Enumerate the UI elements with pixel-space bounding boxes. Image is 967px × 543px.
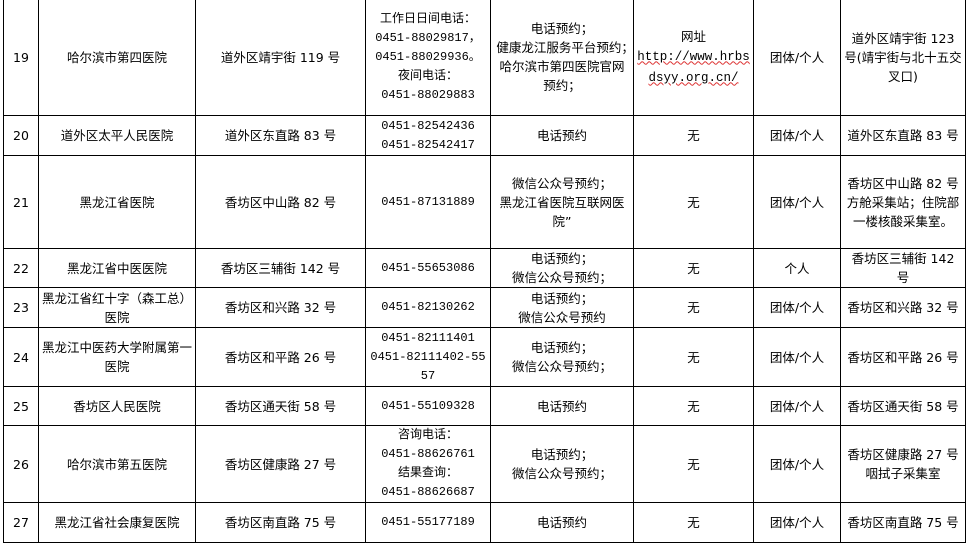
website: 无 <box>633 248 754 288</box>
website: 无 <box>633 386 754 426</box>
phone: 0451-55653086 <box>365 248 491 288</box>
row-number: 25 <box>3 386 39 426</box>
row-number: 26 <box>3 425 39 503</box>
phone: 0451-87131889 <box>365 155 491 249</box>
phone: 咨询电话： 0451-88626761 结果查询： 0451-88626687 <box>365 425 491 503</box>
hospital-table: 19 哈尔滨市第四医院 道外区靖宇街 119 号 工作日日间电话： 0451-8… <box>3 0 966 543</box>
table-row: 20 道外区太平人民医院 道外区东直路 83 号 0451-82542436 0… <box>3 115 966 156</box>
website: 无 <box>633 502 754 543</box>
hospital-name: 黑龙江省红十字（森工总）医院 <box>38 287 196 328</box>
sampling-site: 香坊区南直路 75 号 <box>840 502 966 543</box>
website: 无 <box>633 155 754 249</box>
service-type: 团体/个人 <box>753 425 841 503</box>
hospital-address: 香坊区南直路 75 号 <box>195 502 366 543</box>
sampling-site: 香坊区通天街 58 号 <box>840 386 966 426</box>
website: 无 <box>633 287 754 328</box>
hospital-address: 道外区东直路 83 号 <box>195 115 366 156</box>
service-type: 团体/个人 <box>753 155 841 249</box>
hospital-address: 香坊区三辅街 142 号 <box>195 248 366 288</box>
hospital-address: 香坊区健康路 27 号 <box>195 425 366 503</box>
booking-method: 电话预约 <box>490 386 634 426</box>
hospital-address: 道外区靖宇街 119 号 <box>195 0 366 116</box>
hospital-name: 哈尔滨市第四医院 <box>38 0 196 116</box>
hospital-name: 黑龙江省医院 <box>38 155 196 249</box>
hospital-address: 香坊区通天街 58 号 <box>195 386 366 426</box>
phone: 0451-55109328 <box>365 386 491 426</box>
phone: 0451-55177189 <box>365 502 491 543</box>
table-row: 19 哈尔滨市第四医院 道外区靖宇街 119 号 工作日日间电话： 0451-8… <box>3 0 966 116</box>
table-row: 23 黑龙江省红十字（森工总）医院 香坊区和兴路 32 号 0451-82130… <box>3 287 966 328</box>
sampling-site: 香坊区中山路 82 号 方舱采集站；住院部一楼核酸采集室。 <box>840 155 966 249</box>
service-type: 个人 <box>753 248 841 288</box>
table-row: 26 哈尔滨市第五医院 香坊区健康路 27 号 咨询电话： 0451-88626… <box>3 425 966 503</box>
row-number: 27 <box>3 502 39 543</box>
row-number: 20 <box>3 115 39 156</box>
hospital-name: 黑龙江中医药大学附属第一医院 <box>38 327 196 387</box>
website: 无 <box>633 327 754 387</box>
row-number: 19 <box>3 0 39 116</box>
hospital-name: 黑龙江省中医医院 <box>38 248 196 288</box>
phone: 0451-82111401 0451-82111402-5557 <box>365 327 491 387</box>
row-number: 24 <box>3 327 39 387</box>
booking-method: 电话预约； 微信公众号预约； <box>490 248 634 288</box>
service-type: 团体/个人 <box>753 327 841 387</box>
hospital-name: 哈尔滨市第五医院 <box>38 425 196 503</box>
booking-method: 电话预约； 微信公众号预约 <box>490 287 634 328</box>
booking-method: 电话预约； 健康龙江服务平台预约； 哈尔滨市第四医院官网预约； <box>490 0 634 116</box>
service-type: 团体/个人 <box>753 287 841 328</box>
hospital-name: 黑龙江省社会康复医院 <box>38 502 196 543</box>
table-row: 24 黑龙江中医药大学附属第一医院 香坊区和平路 26 号 0451-82111… <box>3 327 966 387</box>
sampling-site: 香坊区和平路 26 号 <box>840 327 966 387</box>
row-number: 21 <box>3 155 39 249</box>
table-row: 25 香坊区人民医院 香坊区通天街 58 号 0451-55109328 电话预… <box>3 386 966 426</box>
hospital-name: 香坊区人民医院 <box>38 386 196 426</box>
table-row: 27 黑龙江省社会康复医院 香坊区南直路 75 号 0451-55177189 … <box>3 502 966 543</box>
website: 无 <box>633 425 754 503</box>
hospital-name: 道外区太平人民医院 <box>38 115 196 156</box>
sampling-site: 香坊区健康路 27 号咽拭子采集室 <box>840 425 966 503</box>
row-number: 23 <box>3 287 39 328</box>
booking-method: 电话预约 <box>490 502 634 543</box>
website-link[interactable]: http://www.hrbsdsyy.org.cn/ <box>637 49 750 85</box>
sampling-site: 道外区靖宇街 123 号(靖宇街与北十五交叉口) <box>840 0 966 116</box>
hospital-address: 香坊区和平路 26 号 <box>195 327 366 387</box>
booking-method: 电话预约； 微信公众号预约； <box>490 327 634 387</box>
table-row: 21 黑龙江省医院 香坊区中山路 82 号 0451-87131889 微信公众… <box>3 155 966 249</box>
booking-method: 电话预约 <box>490 115 634 156</box>
phone: 工作日日间电话： 0451-88029817， 0451-88029936。 夜… <box>365 0 491 116</box>
booking-method: 电话预约； 微信公众号预约； <box>490 425 634 503</box>
phone: 0451-82542436 0451-82542417 <box>365 115 491 156</box>
hospital-address: 香坊区和兴路 32 号 <box>195 287 366 328</box>
service-type: 团体/个人 <box>753 386 841 426</box>
booking-method: 微信公众号预约； 黑龙江省医院互联网医院” <box>490 155 634 249</box>
service-type: 团体/个人 <box>753 502 841 543</box>
hospital-address: 香坊区中山路 82 号 <box>195 155 366 249</box>
phone: 0451-82130262 <box>365 287 491 328</box>
service-type: 团体/个人 <box>753 0 841 116</box>
website: 网址 http://www.hrbsdsyy.org.cn/ <box>633 0 754 116</box>
website: 无 <box>633 115 754 156</box>
website-label: 网址 <box>680 28 706 44</box>
table-row: 22 黑龙江省中医医院 香坊区三辅街 142 号 0451-55653086 电… <box>3 248 966 288</box>
sampling-site: 香坊区和兴路 32 号 <box>840 287 966 328</box>
row-number: 22 <box>3 248 39 288</box>
sampling-site: 香坊区三辅街 142 号 <box>840 248 966 288</box>
service-type: 团体/个人 <box>753 115 841 156</box>
sampling-site: 道外区东直路 83 号 <box>840 115 966 156</box>
